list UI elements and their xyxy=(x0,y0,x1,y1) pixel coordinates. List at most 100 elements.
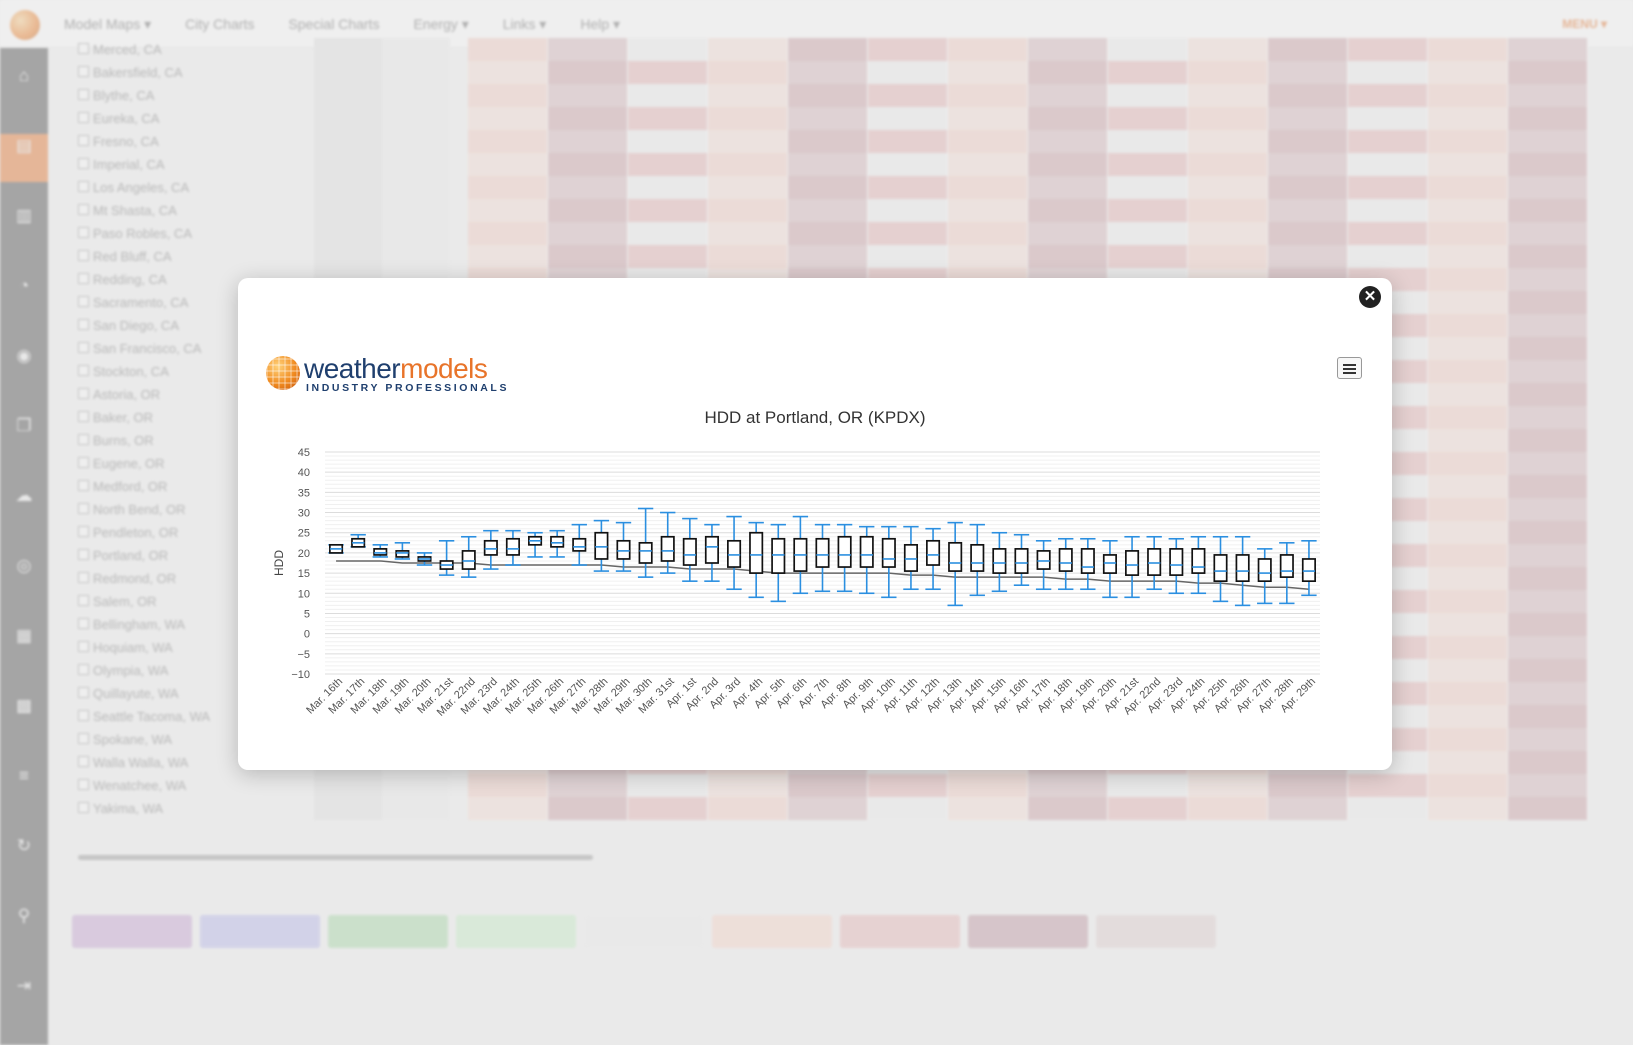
city-name[interactable]: Redmond, OR xyxy=(93,571,177,586)
table-cell xyxy=(548,153,628,176)
city-name[interactable]: San Diego, CA xyxy=(93,318,179,333)
city-name[interactable]: Baker, OR xyxy=(93,410,153,425)
city-name[interactable]: Salem, OR xyxy=(93,594,157,609)
city-name[interactable]: Eugene, OR xyxy=(93,456,165,471)
row-checkbox[interactable] xyxy=(78,135,89,146)
city-name[interactable]: Paso Robles, CA xyxy=(93,226,192,241)
table-cell xyxy=(1508,521,1588,544)
city-name[interactable]: Fresno, CA xyxy=(93,134,159,149)
home-icon[interactable]: ⌂ xyxy=(18,66,30,85)
row-checkbox[interactable] xyxy=(78,480,89,491)
chart-menu-button[interactable] xyxy=(1337,357,1362,379)
table-horizontal-scrollbar[interactable] xyxy=(78,855,593,860)
city-name[interactable]: Burns, OR xyxy=(93,433,154,448)
city-name[interactable]: Portland, OR xyxy=(93,548,169,563)
list-icon[interactable]: ≡ xyxy=(19,766,29,785)
table-cell xyxy=(1108,222,1188,245)
row-checkbox[interactable] xyxy=(78,779,89,790)
globe-icon[interactable]: ◉ xyxy=(16,346,32,365)
row-checkbox[interactable] xyxy=(78,595,89,606)
city-name[interactable]: Wenatchee, WA xyxy=(93,778,187,793)
row-checkbox[interactable] xyxy=(78,296,89,307)
row-checkbox[interactable] xyxy=(78,43,89,54)
city-name[interactable]: Pendleton, OR xyxy=(93,525,179,540)
row-checkbox[interactable] xyxy=(78,618,89,629)
row-checkbox[interactable] xyxy=(78,503,89,514)
exit-icon[interactable]: ⇥ xyxy=(16,976,32,995)
city-name[interactable]: Bellingham, WA xyxy=(93,617,185,632)
city-name[interactable]: North Bend, OR xyxy=(93,502,186,517)
row-checkbox[interactable] xyxy=(78,434,89,445)
row-checkbox[interactable] xyxy=(78,204,89,215)
city-name[interactable]: Red Bluff, CA xyxy=(93,249,172,264)
document-icon[interactable]: ▥ xyxy=(15,206,33,225)
row-checkbox[interactable] xyxy=(78,388,89,399)
row-checkbox[interactable] xyxy=(78,641,89,652)
row-checkbox[interactable] xyxy=(78,802,89,813)
row-checkbox[interactable] xyxy=(78,572,89,583)
row-checkbox[interactable] xyxy=(78,411,89,422)
city-name[interactable]: Blythe, CA xyxy=(93,88,155,103)
row-checkbox[interactable] xyxy=(78,66,89,77)
row-checkbox[interactable] xyxy=(78,319,89,330)
menu-links[interactable]: Links ▾ xyxy=(502,16,547,32)
refresh-icon[interactable]: ↻ xyxy=(16,836,32,855)
account-menu[interactable]: MENU ▾ xyxy=(1562,17,1607,31)
menu-energy[interactable]: Energy ▾ xyxy=(413,16,469,32)
menu-help[interactable]: Help ▾ xyxy=(580,16,621,32)
city-name[interactable]: Los Angeles, CA xyxy=(93,180,190,195)
row-checkbox[interactable] xyxy=(78,89,89,100)
copy-icon[interactable]: ❐ xyxy=(16,416,32,435)
city-name[interactable]: Eureka, CA xyxy=(93,111,160,126)
city-name[interactable]: Quillayute, WA xyxy=(93,686,179,701)
row-checkbox[interactable] xyxy=(78,756,89,767)
city-name[interactable]: Bakersfield, CA xyxy=(93,65,183,80)
row-checkbox[interactable] xyxy=(78,250,89,261)
cloud-icon[interactable]: ☁ xyxy=(15,486,33,505)
row-checkbox[interactable] xyxy=(78,273,89,284)
city-name[interactable]: Medford, OR xyxy=(93,479,168,494)
table-cell xyxy=(868,107,948,130)
row-checkbox[interactable] xyxy=(78,687,89,698)
row-checkbox[interactable] xyxy=(78,457,89,468)
city-name[interactable]: San Francisco, CA xyxy=(93,341,202,356)
file-icon[interactable]: ▦ xyxy=(15,626,33,645)
menu-city-charts[interactable]: City Charts xyxy=(185,16,255,32)
table-cell xyxy=(1508,452,1588,475)
row-checkbox[interactable] xyxy=(78,733,89,744)
city-name[interactable]: Walla Walla, WA xyxy=(93,755,189,770)
city-name[interactable]: Stockton, CA xyxy=(93,364,169,379)
city-name[interactable]: Mt Shasta, CA xyxy=(93,203,177,218)
city-name[interactable]: Astoria, OR xyxy=(93,387,161,402)
row-checkbox[interactable] xyxy=(78,112,89,123)
target-icon[interactable]: ◎ xyxy=(16,556,32,575)
close-button[interactable]: ✕ xyxy=(1359,286,1381,308)
table-cell xyxy=(1108,61,1188,84)
row-checkbox[interactable] xyxy=(78,664,89,675)
city-name[interactable]: Imperial, CA xyxy=(93,157,165,172)
chart-icon[interactable]: ▤ xyxy=(15,136,33,155)
row-checkbox[interactable] xyxy=(78,549,89,560)
city-name[interactable]: Spokane, WA xyxy=(93,732,173,747)
row-checkbox[interactable] xyxy=(78,227,89,238)
row-checkbox[interactable] xyxy=(78,181,89,192)
city-name[interactable]: Seattle Tacoma, WA xyxy=(93,709,211,724)
row-checkbox[interactable] xyxy=(78,365,89,376)
row-checkbox[interactable] xyxy=(78,342,89,353)
menu-model-maps[interactable]: Model Maps ▾ xyxy=(64,16,152,32)
table-cell xyxy=(868,774,948,797)
gauge-icon[interactable]: ◔ xyxy=(18,276,30,295)
row-checkbox[interactable] xyxy=(78,710,89,721)
row-checkbox[interactable] xyxy=(78,158,89,169)
row-checkbox[interactable] xyxy=(78,526,89,537)
city-name[interactable]: Sacramento, CA xyxy=(93,295,189,310)
city-name[interactable]: Yakima, WA xyxy=(93,801,164,816)
site-logo[interactable] xyxy=(10,10,40,40)
grid-icon[interactable]: ▩ xyxy=(15,696,33,715)
city-name[interactable]: Hoquiam, WA xyxy=(93,640,173,655)
menu-special-charts[interactable]: Special Charts xyxy=(288,16,380,32)
pin-icon[interactable]: ⚲ xyxy=(17,906,31,925)
city-name[interactable]: Merced, CA xyxy=(93,42,162,57)
city-name[interactable]: Redding, CA xyxy=(93,272,167,287)
city-name[interactable]: Olympia, WA xyxy=(93,663,169,678)
